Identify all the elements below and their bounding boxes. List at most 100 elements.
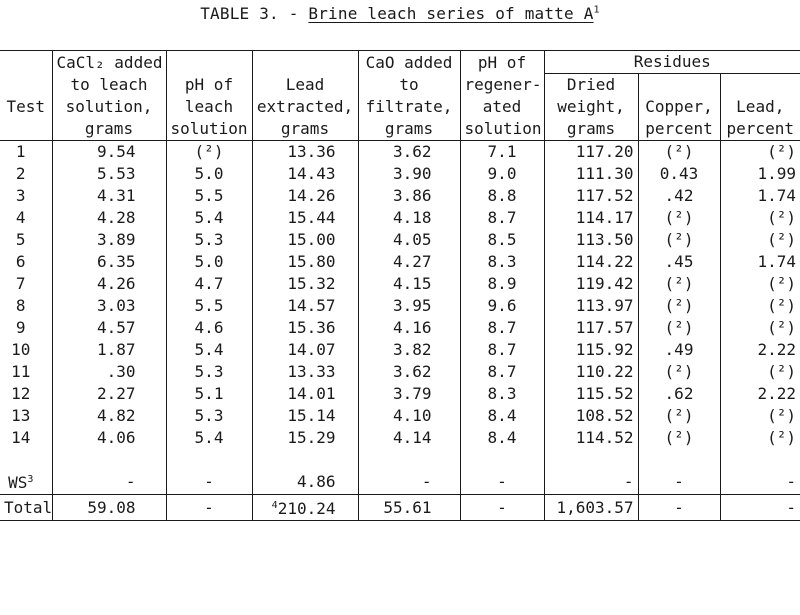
cell-test: Total xyxy=(0,494,53,521)
cell-cacl2-added: 3.89 xyxy=(51,229,166,251)
cell-cao-added: 4.15 xyxy=(357,273,460,295)
cell-ph-regenerated: 8.3 xyxy=(459,383,544,405)
cell-lead-extracted: 14.43 xyxy=(251,163,358,185)
header-lead-pct-line3: percent xyxy=(719,118,800,141)
cell-test: 10 xyxy=(0,339,52,361)
cell-ph-leach: 5.3 xyxy=(165,361,252,383)
cell-cacl2-added: 2.27 xyxy=(51,383,166,405)
cell-ph-regenerated: 8.5 xyxy=(459,229,544,251)
cell-test-value: Total xyxy=(4,497,53,517)
cell-cacl2-added-value: 3.03 xyxy=(96,296,136,315)
cell-cao-added-value: - xyxy=(421,471,432,491)
cell-lead-percent-value: - xyxy=(786,471,797,491)
cell-dried-weight-value: 114.17 xyxy=(575,208,634,227)
cell-dried-weight-value: 117.57 xyxy=(575,318,634,337)
cell-test-value: 5 xyxy=(15,230,26,249)
cell-lead-extracted: 13.36 xyxy=(251,140,358,163)
table-header: CaCl₂ added CaO added pH of Residues to … xyxy=(0,50,800,141)
cell-test: 11 xyxy=(0,361,52,383)
cell-copper-percent-value: (²) xyxy=(664,230,694,249)
cell-dried-weight: 119.42 xyxy=(543,273,638,295)
cell-copper-percent-value: (²) xyxy=(664,274,694,293)
cell-lead-extracted-value: 14.07 xyxy=(287,340,336,359)
cell-dried-weight-value: 119.42 xyxy=(575,274,634,293)
cell-cacl2-added: 4.31 xyxy=(51,185,166,207)
cell-cao-added-value: 3.90 xyxy=(392,164,432,183)
cell-lead-extracted-value: 14.57 xyxy=(287,296,336,315)
cell-copper-percent: (²) xyxy=(637,273,720,295)
cell-lead-percent-value: - xyxy=(786,497,797,517)
table-row: 9 4.57 4.6 15.36 4.16 8.7 117.57 (²) (²) xyxy=(0,317,800,339)
cell-lead-percent-value: (²) xyxy=(767,208,797,227)
cell-ph-leach: 5.5 xyxy=(165,295,252,317)
cell-lead-extracted: 15.36 xyxy=(251,317,358,339)
footnote-marker: 3 xyxy=(27,474,34,485)
cell-dried-weight-value: 115.52 xyxy=(575,384,634,403)
cell-ph-regenerated-value: - xyxy=(497,497,507,517)
cell-dried-weight-value: 110.22 xyxy=(575,362,634,381)
cell-test: 5 xyxy=(0,229,52,251)
cell-ph-regenerated-value: 8.4 xyxy=(487,406,517,425)
cell-cao-added: 3.62 xyxy=(357,140,460,163)
cell-cao-added: 3.95 xyxy=(357,295,460,317)
cell-lead-percent: (²) xyxy=(719,317,800,339)
cell-dried-weight-value: 111.30 xyxy=(575,164,634,183)
cell-dried-weight: 114.17 xyxy=(543,207,638,229)
cell-ph-leach-value: 4.6 xyxy=(194,318,224,337)
cell-lead-percent: (²) xyxy=(719,273,800,295)
cell-lead-extracted: 15.32 xyxy=(251,273,358,295)
cell-cao-added-value: 3.86 xyxy=(392,186,432,205)
cell-cao-added-value: 3.79 xyxy=(392,384,432,403)
table-title-footnote: 1 xyxy=(593,4,600,16)
cell-lead-extracted-value: 15.14 xyxy=(287,406,336,425)
cell-cao-added-value: 4.05 xyxy=(392,230,432,249)
cell-ph-regenerated: 8.3 xyxy=(459,251,544,273)
cell-test: 8 xyxy=(0,295,52,317)
cell-ph-regenerated-value: 9.0 xyxy=(487,164,517,183)
header-ph-regen-line1: pH of xyxy=(459,50,544,74)
cell-cacl2-added: 4.57 xyxy=(51,317,166,339)
cell-lead-extracted: 14.57 xyxy=(251,295,358,317)
cell-test-value: 1 xyxy=(15,142,26,161)
spacer-cell xyxy=(543,449,638,469)
cell-dried-weight: - xyxy=(543,469,638,495)
cell-lead-percent-value: (²) xyxy=(767,274,797,293)
spacer-cell xyxy=(251,449,358,469)
header-dried-weight-line3: grams xyxy=(543,118,638,141)
cell-test: 9 xyxy=(0,317,52,339)
cell-cacl2-added: 4.28 xyxy=(51,207,166,229)
table-row: 1 9.54 (²) 13.36 3.62 7.1 117.20 (²) (²) xyxy=(0,140,800,164)
cell-copper-percent-value: 0.43 xyxy=(659,164,699,183)
cell-ph-regenerated: 8.4 xyxy=(459,427,544,449)
cell-ph-leach-value: 5.3 xyxy=(194,230,224,249)
cell-lead-extracted: 14.07 xyxy=(251,339,358,361)
table-body: 1 9.54 (²) 13.36 3.62 7.1 117.20 (²) (²) 2 5.53 5.0… xyxy=(0,140,800,521)
cell-test-value: 10 xyxy=(11,340,31,359)
header-lead-pct-line2: Lead, xyxy=(719,96,800,118)
cell-ph-regenerated-value: 7.1 xyxy=(487,142,517,161)
cell-copper-percent: (²) xyxy=(637,405,720,427)
cell-ph-regenerated-value: - xyxy=(497,471,507,491)
cell-dried-weight-value: 1,603.57 xyxy=(556,497,634,517)
cell-test-value: 3 xyxy=(15,186,26,205)
cell-ph-regenerated: - xyxy=(459,494,544,521)
cell-lead-percent: 1.74 xyxy=(719,251,800,273)
cell-lead-extracted-value: 15.32 xyxy=(287,274,336,293)
cell-test: 14 xyxy=(0,427,52,449)
cell-ph-leach: 5.4 xyxy=(165,207,252,229)
cell-dried-weight: 113.50 xyxy=(543,229,638,251)
cell-test: 1 xyxy=(0,141,52,164)
cell-lead-percent-value: (²) xyxy=(767,428,797,447)
cell-test-value: 7 xyxy=(15,274,26,293)
cell-dried-weight-value: 114.22 xyxy=(575,252,634,271)
cell-cacl2-added: 6.35 xyxy=(51,251,166,273)
cell-ph-leach: (²) xyxy=(165,140,252,163)
cell-copper-percent: (²) xyxy=(637,207,720,229)
cell-dried-weight: 117.57 xyxy=(543,317,638,339)
cell-cacl2-added-value: 3.89 xyxy=(96,230,136,249)
cell-ph-regenerated-value: 8.7 xyxy=(487,208,517,227)
cell-ph-leach: 5.3 xyxy=(165,405,252,427)
cell-test-value: 11 xyxy=(11,362,31,381)
cell-cacl2-added: 5.53 xyxy=(51,163,166,185)
